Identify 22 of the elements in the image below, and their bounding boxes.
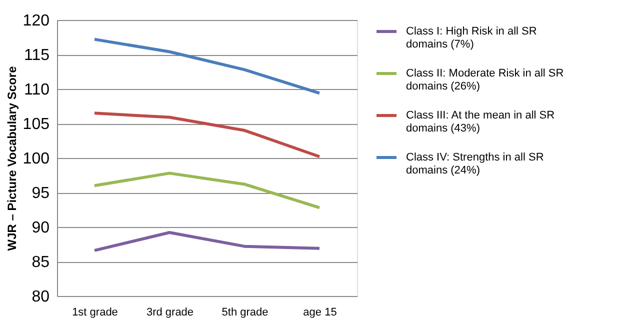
y-tick-label: 90: [32, 220, 50, 236]
x-tick-label: 1st grade: [72, 306, 118, 318]
legend-label: Class IV: Strengths in all SR domains (24%): [406, 152, 544, 176]
x-tick-label: 3rd grade: [146, 306, 194, 318]
legend-label: Class II: Moderate Risk in all SR domains (26%): [406, 68, 564, 92]
y-tick-label: 105: [22, 116, 50, 133]
y-tick-label: 85: [32, 254, 50, 271]
x-tick-label: age 15: [303, 306, 337, 318]
legend-label: Class I: High Risk in all SR domains (7%): [406, 26, 537, 50]
y-tick-label: 110: [24, 82, 50, 98]
x-tick-label: 5th grade: [222, 306, 268, 318]
line-series: [93, 231, 321, 252]
y-tick-label: 80: [32, 288, 50, 306]
line-series: [93, 38, 321, 95]
y-axis-title: WJR – Picture Vocabulary Score: [4, 66, 19, 251]
y-tick-label: 120: [22, 12, 50, 30]
legend-label: Class III: At the mean in all SR domains (43%): [406, 110, 555, 134]
y-tick-label: 115: [24, 47, 50, 64]
y-tick-label: 95: [32, 185, 50, 202]
y-tick-label: 100: [22, 150, 50, 168]
line-series: [93, 112, 321, 158]
line-series: [93, 172, 321, 210]
